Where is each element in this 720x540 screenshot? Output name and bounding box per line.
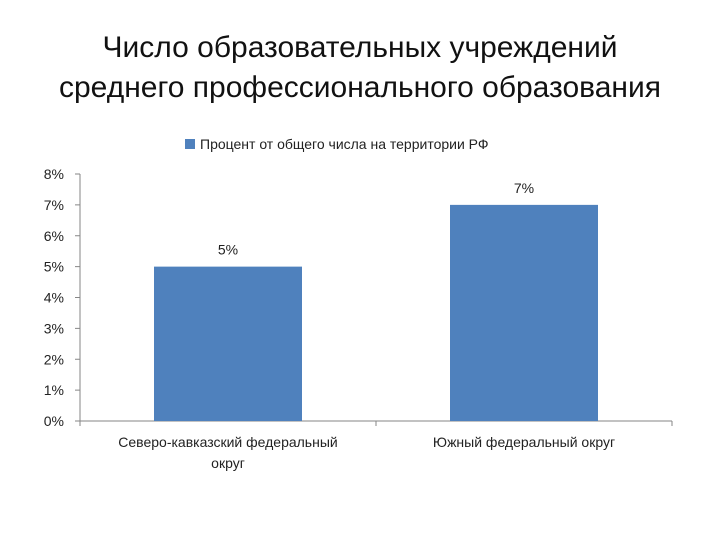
bar [450,204,598,421]
legend-swatch [185,139,195,149]
chart-title-line-1: Число образовательных учреждений [102,31,618,64]
y-tick-label: 8% [44,166,64,182]
category-label: Южный федеральный округ [433,434,615,450]
bars [154,204,598,421]
y-tick-label: 2% [44,351,64,367]
data-labels: 5% 7% [218,180,534,258]
y-tick-label: 7% [44,197,64,213]
legend-label: Процент от общего числа на территории РФ [200,136,489,152]
chart-title-line-2: среднего профессионального образования [59,71,661,104]
y-tick-label: 0% [44,413,64,429]
category-label: округ [211,455,245,471]
category-labels: Северо-кавказский федеральный округ Южный … [118,434,615,471]
data-label: 7% [514,180,534,196]
y-tick-label: 5% [44,259,64,275]
y-tick-label: 3% [44,320,64,336]
chart-title: Число образовательных учреждений среднег… [0,28,720,108]
data-label: 5% [218,242,238,258]
category-label: Северо-кавказский федеральный [118,434,337,450]
legend: Процент от общего числа на территории РФ [185,136,489,152]
bar [154,266,302,421]
y-tick-label: 4% [44,290,64,306]
y-tick-label: 1% [44,382,64,398]
y-tick-label: 6% [44,228,64,244]
axes: 0% 1% 2% 3% 4% 5% 6% 7% 8% [44,166,673,429]
